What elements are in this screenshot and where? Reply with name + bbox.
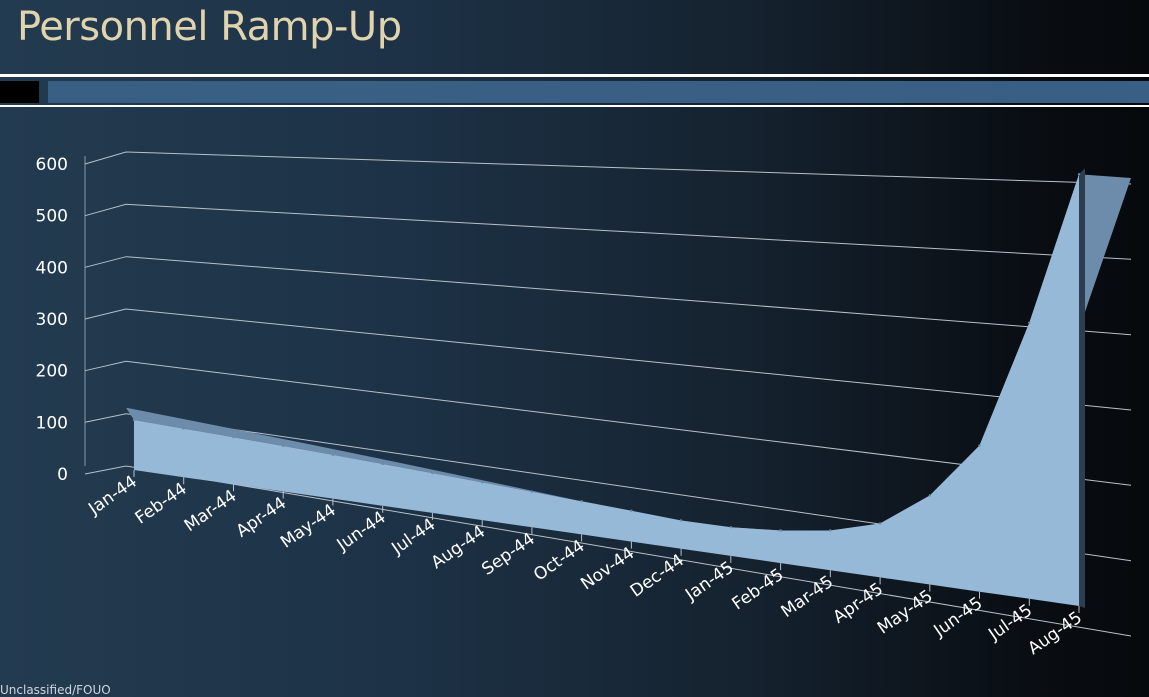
data-point <box>630 509 633 512</box>
data-point <box>878 522 882 525</box>
data-point <box>1077 173 1081 176</box>
data-point <box>829 529 832 532</box>
data-point <box>928 494 931 497</box>
y-tick-label: 500 <box>36 207 68 227</box>
data-point <box>431 471 434 475</box>
x-tick-label: Jun-45 <box>930 593 987 641</box>
x-tick-label: Jul-44 <box>387 515 439 560</box>
gridline <box>84 308 1132 411</box>
data-point <box>779 529 782 532</box>
gridline <box>84 203 1132 260</box>
data-point <box>232 436 235 439</box>
title-rule-top <box>0 74 1149 77</box>
data-point <box>182 427 185 430</box>
data-point <box>729 526 732 529</box>
area-series-face <box>134 174 1079 607</box>
data-point <box>282 444 285 448</box>
y-tick-label: 400 <box>36 258 68 278</box>
area-end-cap <box>1079 168 1085 609</box>
gridline <box>84 151 1132 185</box>
title-rule-black-block <box>0 81 39 103</box>
data-point <box>580 500 583 503</box>
data-point <box>1028 321 1031 324</box>
data-point <box>331 453 335 457</box>
slide-title: Personnel Ramp-Up <box>17 4 402 50</box>
y-tick-label: 0 <box>57 465 68 485</box>
data-point <box>679 519 683 522</box>
gridline <box>84 360 1132 486</box>
y-tick-label: 200 <box>36 362 68 382</box>
x-tick-label: Mar-44 <box>181 486 241 536</box>
data-point <box>132 418 136 422</box>
x-tick-label: Mar-45 <box>778 572 838 622</box>
data-point <box>530 490 534 493</box>
classification-footer: Unclassified/FOUO <box>0 683 111 697</box>
y-tick-label: 100 <box>36 413 68 433</box>
gridline <box>84 256 1132 336</box>
y-tick-label: 300 <box>36 310 68 330</box>
title-rule-bottom <box>0 105 1149 107</box>
data-point <box>978 444 981 447</box>
data-point <box>481 481 484 484</box>
title-rule-accent-bar <box>48 81 1149 103</box>
gridline <box>84 465 1132 637</box>
data-point <box>381 462 384 466</box>
x-tick-label: Jul-45 <box>984 601 1036 646</box>
x-tick-label: Jun-44 <box>333 508 390 556</box>
gridline <box>84 413 1132 562</box>
y-tick-label: 600 <box>36 155 68 175</box>
